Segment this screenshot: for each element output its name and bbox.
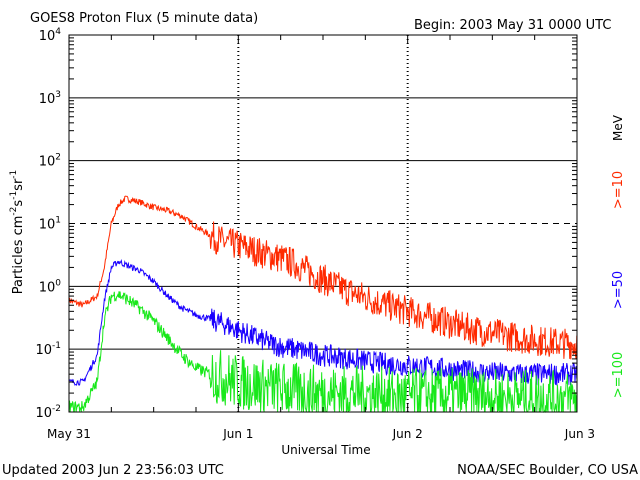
y-tick-label: 103 <box>39 90 61 107</box>
grid-lines <box>69 35 577 412</box>
energy-unit-label: MeV <box>611 114 625 141</box>
x-tick-labels: May 31 Jun 1 Jun 2 Jun 3 <box>47 427 595 441</box>
chart-title: GOES8 Proton Flux (5 minute data) <box>30 11 258 26</box>
legend-label: >=100 <box>611 352 626 399</box>
y-axis-label: Particles cm-2s-1sr-1 <box>9 170 26 295</box>
y-tick-label: 101 <box>39 216 61 233</box>
y-tick-label: 104 <box>39 27 62 44</box>
legend-label: >=50 <box>611 271 626 309</box>
y-tick-labels: 10-2 10-1 100 101 102 103 104 <box>35 27 61 421</box>
series-line <box>68 259 578 387</box>
x-tick-label: Jun 2 <box>392 427 423 441</box>
y-tick-label: 102 <box>39 153 61 170</box>
series-layer <box>68 195 578 414</box>
legend: >=10 >=50 >=100 <box>611 171 626 398</box>
series-line <box>68 195 578 360</box>
updated-timestamp: Updated 2003 Jun 2 23:56:03 UTC <box>2 463 224 478</box>
x-tick-label: May 31 <box>47 427 91 441</box>
y-tick-label: 100 <box>39 278 62 295</box>
x-axis-label: Universal Time <box>281 443 370 457</box>
series-2 <box>68 291 578 414</box>
y-tick-label: 10-2 <box>35 404 61 421</box>
x-tick-label: Jun 1 <box>222 427 253 441</box>
begin-time-label: Begin: 2003 May 31 0000 UTC <box>414 18 611 33</box>
series-line <box>68 291 578 414</box>
axes <box>68 34 578 413</box>
source-credit: NOAA/SEC Boulder, CO USA <box>457 463 638 478</box>
series-1 <box>68 259 578 387</box>
legend-label: >=10 <box>611 171 626 209</box>
plot-frame <box>68 34 578 413</box>
x-tick-label: Jun 3 <box>564 427 595 441</box>
y-tick-label: 10-1 <box>35 341 61 358</box>
series-0 <box>68 195 578 360</box>
